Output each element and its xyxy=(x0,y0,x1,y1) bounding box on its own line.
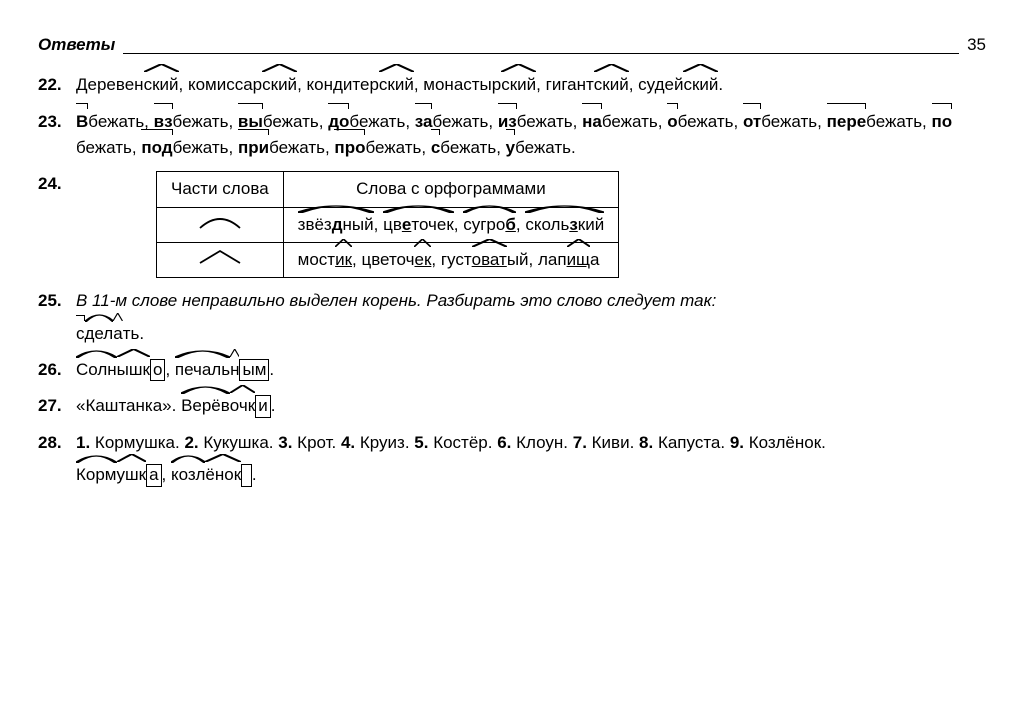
suffix-morpheme: ик xyxy=(335,247,352,273)
ending-morpheme: а xyxy=(146,462,161,488)
item-number: 24. xyxy=(38,171,76,278)
suffix-morpheme: ский xyxy=(501,72,536,98)
suffix-morpheme: ек xyxy=(414,247,431,273)
prefix-morpheme: о xyxy=(667,109,677,135)
item-number: 27. xyxy=(38,393,76,419)
answer-item-25: 25. В 11-м слове неправильно выделен кор… xyxy=(38,288,986,347)
prefix-morpheme: с xyxy=(431,135,440,161)
prefix-morpheme: при xyxy=(238,135,269,161)
intro-text: В 11-м слове неправильно выделен корень.… xyxy=(76,291,716,310)
item-number: 25. xyxy=(38,288,76,347)
table-row: Части слова Слова с орфограммами xyxy=(157,172,619,207)
item-number: 22. xyxy=(38,72,76,98)
root-morpheme: сугроб xyxy=(463,212,516,238)
item-number: 23. xyxy=(38,109,76,162)
header-title: Ответы xyxy=(38,32,115,58)
prefix-morpheme: пере xyxy=(827,109,867,135)
table-row: мостик, цветочек, густоватый, лапища xyxy=(157,243,619,278)
root-morpheme: дел xyxy=(85,321,114,347)
root-morpheme: Верёв xyxy=(181,393,230,419)
answer-item-26: 26. Солнышко, печальным. xyxy=(38,357,986,383)
answer-item-27: 27. «Каштанка». Верёвочки. xyxy=(38,393,986,419)
symbol-cell xyxy=(157,207,284,242)
page-header: Ответы 35 xyxy=(38,32,986,58)
item-body: Части слова Слова с орфограммами звёздны… xyxy=(76,171,986,278)
table-header-cell: Части слова xyxy=(157,172,284,207)
symbol-cell xyxy=(157,243,284,278)
suffix-morpheme: а xyxy=(113,321,122,347)
prefix-morpheme: от xyxy=(743,109,761,135)
suffix-morpheme: ищ xyxy=(567,247,590,273)
prefix-morpheme: у xyxy=(506,135,515,161)
root-morpheme: звёздный xyxy=(298,212,374,238)
root-arc-icon xyxy=(198,212,242,228)
answer-item-28: 28. 1. Кормушка. 2. Кукушка. 3. Крот. 4.… xyxy=(38,430,986,489)
prefix-morpheme: с xyxy=(76,321,85,347)
item-body: «Каштанка». Верёвочки. xyxy=(76,393,986,419)
suffix-morpheme: ский xyxy=(144,72,179,98)
prefix-morpheme: на xyxy=(582,109,602,135)
suffix-morpheme: ский xyxy=(379,72,414,98)
morpheme-table: Части слова Слова с орфограммами звёздны… xyxy=(156,171,619,278)
words-cell: звёздный, цветочек, сугроб, скользкий xyxy=(283,207,619,242)
ending-morpheme: ым xyxy=(239,357,269,383)
numbered-list: 1. Кормушка. 2. Кукушка. 3. Крот. 4. Кру… xyxy=(76,430,986,456)
root-morpheme: Солн xyxy=(76,357,117,383)
suffix-morpheme: ский xyxy=(262,72,297,98)
suffix-morpheme: ушк xyxy=(117,462,147,488)
root-morpheme: козл xyxy=(171,462,205,488)
root-morpheme: цветочек xyxy=(383,212,454,238)
prefix-morpheme: по xyxy=(932,109,953,135)
header-rule xyxy=(123,52,959,54)
ending-morpheme: о xyxy=(150,357,165,383)
suffix-morpheme: ышк xyxy=(117,357,150,383)
item-body: 1. Кормушка. 2. Кукушка. 3. Крот. 4. Кру… xyxy=(76,430,986,489)
item-body: Вбежать, взбежать, выбежать, добежать, з… xyxy=(76,109,986,162)
answer-item-24: 24. Части слова Слова с орфограммами звё… xyxy=(38,171,986,278)
prefix-morpheme: под xyxy=(141,135,172,161)
ending-morpheme xyxy=(241,462,252,488)
suffix-hat-icon xyxy=(198,247,242,263)
morpheme-word: сделать. xyxy=(76,321,986,347)
answer-item-23: 23. Вбежать, взбежать, выбежать, добежат… xyxy=(38,109,986,162)
suffix-morpheme: очк xyxy=(230,393,255,419)
page-number: 35 xyxy=(967,32,986,58)
root-morpheme: печаль xyxy=(175,357,230,383)
ending-morpheme: и xyxy=(255,393,271,419)
suffix-morpheme: ёнок xyxy=(205,462,241,488)
suffix-morpheme: оват xyxy=(472,247,507,273)
morpheme-words: Кормушка, козлёнок . xyxy=(76,462,986,488)
suffix-morpheme: н xyxy=(230,357,239,383)
table-header-cell: Слова с орфограммами xyxy=(283,172,619,207)
prefix-morpheme: про xyxy=(334,135,365,161)
item-body: Деревенский, комиссарский, кондитерский,… xyxy=(76,72,986,98)
prefix-morpheme: В xyxy=(76,109,88,135)
prefix-morpheme: за xyxy=(415,109,433,135)
item-number: 28. xyxy=(38,430,76,489)
item-body: Солнышко, печальным. xyxy=(76,357,986,383)
words-cell: мостик, цветочек, густоватый, лапища xyxy=(283,243,619,278)
item-number: 26. xyxy=(38,357,76,383)
suffix-morpheme: ский xyxy=(683,72,718,98)
root-morpheme: скользкий xyxy=(525,212,604,238)
item-body: В 11-м слове неправильно выделен корень.… xyxy=(76,288,986,347)
suffix-morpheme: ский xyxy=(594,72,629,98)
table-row: звёздный, цветочек, сугроб, скользкий xyxy=(157,207,619,242)
answer-item-22: 22. Деревенский, комиссарский, кондитерс… xyxy=(38,72,986,98)
root-morpheme: Корм xyxy=(76,462,117,488)
